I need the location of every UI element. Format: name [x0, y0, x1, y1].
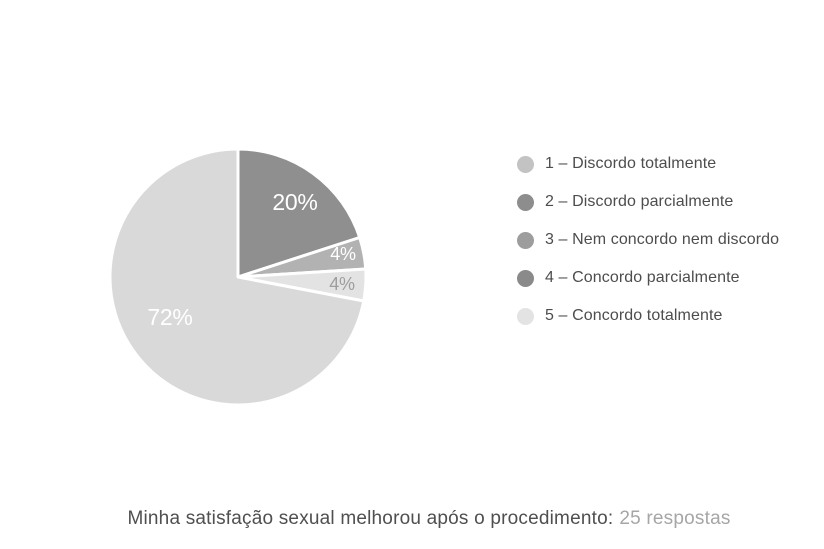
legend-item-1: 1 – Discordo totalmente — [517, 152, 716, 176]
legend-color-dot-2 — [517, 193, 534, 211]
legend-label-3: 3 – Nem concordo nem discordo — [545, 231, 780, 248]
legend-label-5: 5 – Concordo totalmente — [545, 307, 723, 324]
legend-color-dot-1 — [517, 155, 534, 173]
chart-caption: Minha satisfação sexual melhorou após o … — [0, 508, 824, 530]
legend-color-dot-3 — [517, 231, 534, 249]
legend-color-dot-5 — [517, 307, 534, 325]
slice-label-4pct-light: 4% — [329, 274, 355, 294]
pie-slice-20pct — [236, 147, 362, 279]
legend-item-2: 2 – Discordo parcialmente — [517, 190, 733, 214]
legend-label-2: 2 – Discordo parcialmente — [545, 193, 734, 210]
legend-label-4: 4 – Concordo parcialmente — [545, 269, 740, 286]
pie-chart: 20% 4% 4% 72% — [108, 147, 368, 407]
slice-label-20pct: 20% — [272, 189, 317, 215]
legend-item-5: 5 – Concordo totalmente — [517, 304, 723, 328]
slice-label-4pct-mid: 4% — [330, 244, 356, 264]
legend-item-3: 3 – Nem concordo nem discordo — [517, 228, 779, 252]
question-title: Minha satisfação sexual melhorou após o … — [127, 508, 614, 529]
legend-label-1: 1 – Discordo totalmente — [545, 155, 717, 172]
slice-label-72pct: 72% — [147, 304, 192, 330]
pie-slice-72pct — [108, 147, 366, 407]
legend-color-dot-4 — [517, 269, 534, 287]
response-count: 25 respostas — [619, 508, 731, 529]
legend-item-4: 4 – Concordo parcialmente — [517, 266, 740, 290]
